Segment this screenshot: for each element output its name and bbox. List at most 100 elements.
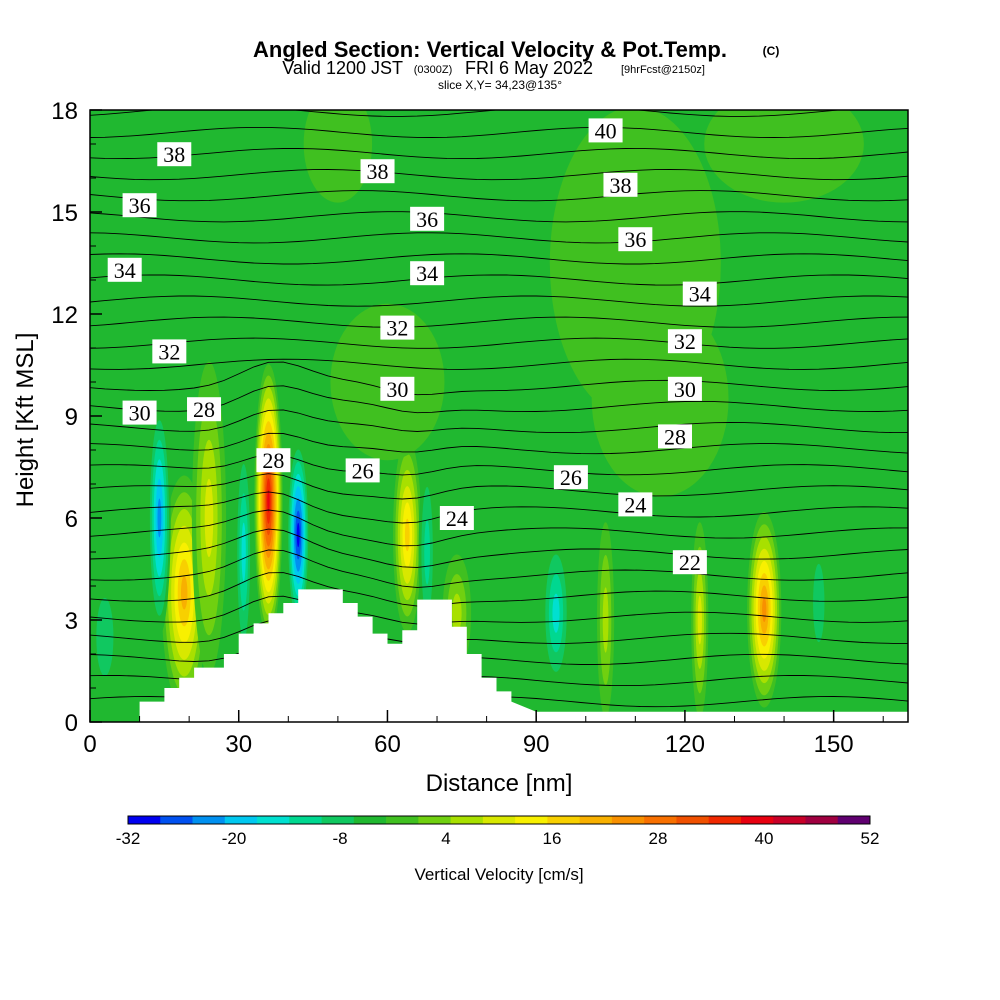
theta-contour-line bbox=[90, 572, 908, 607]
theta-label-text: 30 bbox=[386, 377, 408, 402]
theta-label: 34 bbox=[410, 261, 445, 286]
subtitle-forecast: [9hrFcst@2150z] bbox=[621, 64, 705, 76]
theta-label: 28 bbox=[187, 397, 222, 422]
theta-label-box bbox=[667, 376, 702, 401]
theta-contour-line bbox=[90, 432, 908, 455]
y-tick-label: 0 bbox=[65, 710, 78, 737]
theta-contour-line bbox=[90, 549, 908, 588]
y-axis-label: Height [Kft MSL] bbox=[12, 333, 39, 508]
theta-contour-line bbox=[90, 147, 908, 160]
theta-label: 36 bbox=[122, 193, 157, 218]
x-tick-label: 90 bbox=[523, 731, 550, 758]
theta-contour-line bbox=[90, 169, 908, 181]
theta-label-text: 40 bbox=[595, 118, 617, 143]
theta-label-box bbox=[618, 227, 653, 252]
theta-contour-line bbox=[90, 337, 908, 349]
x-tick-label: 60 bbox=[374, 731, 401, 758]
colorbar-tick-label: 28 bbox=[649, 829, 668, 848]
x-tick-label: 0 bbox=[83, 731, 96, 758]
colorbar-swatch bbox=[450, 816, 484, 824]
theta-contour-line bbox=[90, 274, 908, 286]
colorbar-swatch bbox=[128, 816, 161, 824]
colorbar-swatch bbox=[353, 816, 387, 824]
theta-label: 36 bbox=[618, 227, 653, 252]
theta-label-box bbox=[410, 261, 445, 286]
velocity-cell bbox=[541, 535, 571, 692]
y-axis: 0 3 6 9 12 15 18 bbox=[51, 98, 102, 737]
theta-contour-labels: 38 38 40 38 36 36 36 34 34 34 32 32 32 30 30 30 28 28 28 26… bbox=[107, 118, 717, 575]
theta-contour-line bbox=[90, 491, 908, 524]
colorbar-tick-label: 4 bbox=[441, 829, 450, 848]
velocity-band bbox=[697, 595, 702, 645]
velocity-band bbox=[404, 518, 410, 552]
theta-label: 26 bbox=[345, 458, 380, 483]
velocity-band bbox=[813, 563, 825, 643]
theta-label-box bbox=[588, 118, 623, 143]
colorbar-swatch bbox=[773, 816, 806, 824]
subtitle-valid: Valid 1200 JST bbox=[282, 58, 403, 78]
y-tick-label: 3 bbox=[65, 608, 78, 635]
velocity-band bbox=[704, 110, 864, 203]
theta-label: 38 bbox=[360, 159, 395, 184]
theta-label-text: 32 bbox=[674, 329, 696, 354]
velocity-band bbox=[157, 498, 162, 538]
subtitle-utc: (0300Z) bbox=[414, 64, 453, 76]
colorbar-swatch bbox=[192, 816, 226, 824]
velocity-cell bbox=[303, 110, 373, 203]
theta-label-box bbox=[672, 550, 707, 575]
colorbar-swatch bbox=[676, 816, 710, 824]
theta-label-text: 26 bbox=[560, 465, 582, 490]
theta-label-box bbox=[618, 492, 653, 517]
theta-contour-line bbox=[90, 190, 908, 202]
theta-label-text: 34 bbox=[114, 258, 136, 283]
theta-contour-line bbox=[90, 473, 908, 500]
theta-label-box bbox=[187, 397, 222, 422]
colorbar-swatch bbox=[740, 816, 774, 824]
theta-label-text: 30 bbox=[674, 377, 696, 402]
theta-label-text: 36 bbox=[416, 207, 438, 232]
subtitle-slice: slice X,Y= 34,23@135° bbox=[438, 78, 562, 92]
velocity-cell bbox=[747, 512, 782, 708]
theta-label-text: 22 bbox=[679, 550, 701, 575]
velocity-cell bbox=[704, 110, 864, 203]
subtitle-date: FRI 6 May 2022 bbox=[465, 58, 593, 78]
theta-contour-line bbox=[90, 110, 844, 117]
theta-label-text: 32 bbox=[386, 316, 408, 341]
chart-title-suffix: (C) bbox=[763, 44, 780, 58]
theta-label: 32 bbox=[667, 329, 702, 354]
theta-label: 32 bbox=[152, 339, 187, 364]
colorbar-swatch bbox=[805, 816, 839, 824]
x-axis-label: Distance [nm] bbox=[426, 770, 573, 797]
theta-label-box bbox=[157, 142, 192, 167]
theta-label-box bbox=[380, 376, 415, 401]
velocity-band bbox=[96, 597, 114, 677]
colorbar-frame bbox=[127, 815, 871, 825]
theta-label-box bbox=[122, 400, 157, 425]
theta-contour-line bbox=[90, 385, 908, 414]
theta-label-box bbox=[657, 424, 692, 449]
theta-label: 28 bbox=[657, 424, 692, 449]
theta-label-text: 36 bbox=[129, 193, 151, 218]
x-axis: 0 30 60 90 120 150 bbox=[83, 710, 884, 758]
colorbar-swatch bbox=[708, 816, 742, 824]
theta-label-box bbox=[553, 465, 588, 490]
theta-label: 38 bbox=[603, 172, 638, 198]
theta-label: 34 bbox=[682, 281, 717, 307]
velocity-band bbox=[762, 597, 767, 623]
theta-label-text: 34 bbox=[416, 261, 438, 286]
theta-label-text: 26 bbox=[352, 458, 374, 483]
colorbar-swatch bbox=[482, 816, 516, 824]
colorbar-swatch bbox=[515, 816, 548, 824]
theta-contour-line bbox=[90, 528, 908, 568]
theta-label-text: 36 bbox=[624, 227, 646, 252]
colorbar-label: Vertical Velocity [cm/s] bbox=[414, 865, 583, 884]
chart-title: Angled Section: Vertical Velocity & Pot.… bbox=[253, 37, 727, 62]
theta-contour-line bbox=[90, 595, 908, 625]
colorbar-swatch bbox=[644, 816, 677, 824]
velocity-cell bbox=[148, 400, 171, 636]
y-tick-label: 9 bbox=[65, 404, 78, 431]
colorbar-tick-label: 16 bbox=[543, 829, 562, 848]
theta-contour-line bbox=[90, 211, 908, 223]
theta-label: 34 bbox=[107, 257, 142, 283]
y-tick-label: 15 bbox=[51, 200, 78, 227]
